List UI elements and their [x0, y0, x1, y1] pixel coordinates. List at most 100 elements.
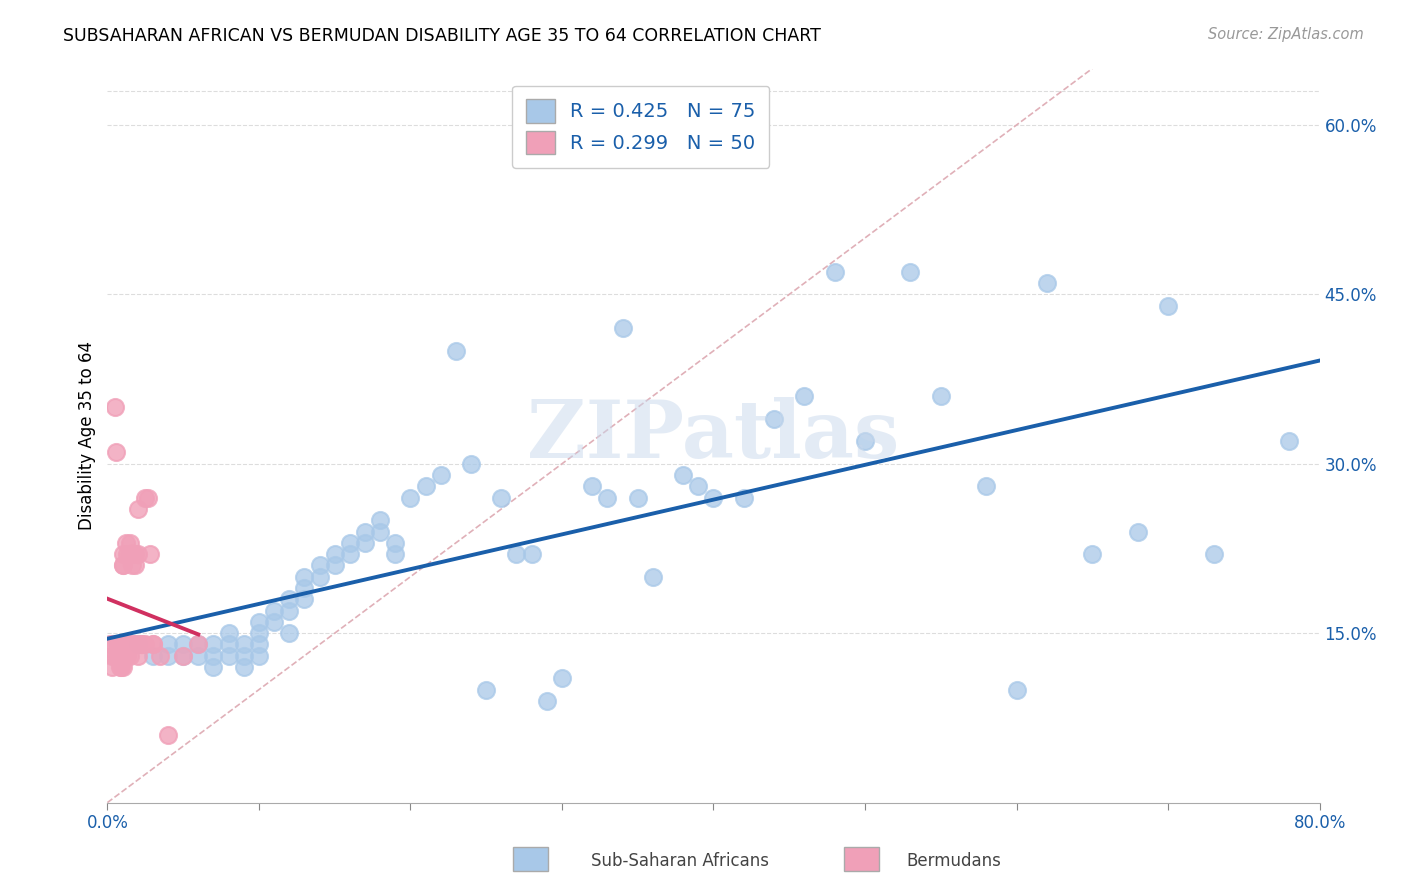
Point — [129, 638, 152, 652]
Point — [900, 265, 922, 279]
Point — [581, 479, 603, 493]
Point — [672, 468, 695, 483]
Point — [139, 547, 162, 561]
Point — [354, 524, 377, 539]
Point — [520, 547, 543, 561]
Point — [278, 626, 301, 640]
Point — [122, 638, 145, 652]
Point — [111, 558, 134, 573]
Point — [263, 604, 285, 618]
Text: ZIPatlas: ZIPatlas — [527, 397, 900, 475]
Point — [122, 547, 145, 561]
Point — [127, 648, 149, 663]
Point — [107, 638, 129, 652]
Point — [247, 615, 270, 629]
Point — [612, 321, 634, 335]
Point — [134, 491, 156, 505]
Point — [247, 648, 270, 663]
Point — [100, 638, 122, 652]
Point — [688, 479, 710, 493]
Point — [323, 547, 346, 561]
Point — [136, 491, 159, 505]
Point — [308, 570, 330, 584]
Point — [232, 648, 254, 663]
Point — [108, 660, 131, 674]
Point — [339, 547, 361, 561]
Point — [793, 389, 815, 403]
Point — [111, 547, 134, 561]
Point — [110, 638, 132, 652]
Point — [172, 648, 194, 663]
Point — [172, 648, 194, 663]
Point — [1278, 434, 1301, 449]
Point — [110, 660, 132, 674]
Point — [121, 547, 143, 561]
Point — [202, 648, 225, 663]
Point — [101, 648, 124, 663]
Point — [763, 411, 786, 425]
Point — [384, 536, 406, 550]
Point — [232, 638, 254, 652]
Point — [247, 638, 270, 652]
Point — [187, 648, 209, 663]
Point — [105, 445, 128, 459]
Point — [1005, 682, 1028, 697]
Point — [384, 547, 406, 561]
Point — [627, 491, 650, 505]
Point — [120, 536, 142, 550]
Point — [368, 513, 391, 527]
Point — [121, 558, 143, 573]
Point — [127, 547, 149, 561]
Point — [218, 648, 240, 663]
Point — [278, 604, 301, 618]
Point — [127, 638, 149, 652]
Point — [1081, 547, 1104, 561]
Point — [308, 558, 330, 573]
Point — [172, 638, 194, 652]
Point — [187, 638, 209, 652]
Point — [702, 491, 724, 505]
Point — [415, 479, 437, 493]
Point — [292, 570, 315, 584]
Point — [187, 638, 209, 652]
Point — [505, 547, 527, 561]
Point — [368, 524, 391, 539]
Point — [111, 660, 134, 674]
Point — [641, 570, 664, 584]
Text: Source: ZipAtlas.com: Source: ZipAtlas.com — [1208, 27, 1364, 42]
Point — [120, 648, 142, 663]
Point — [475, 682, 498, 697]
Point — [218, 638, 240, 652]
Point — [149, 648, 172, 663]
Point — [124, 558, 146, 573]
Point — [974, 479, 997, 493]
Point — [142, 648, 165, 663]
Point — [551, 672, 574, 686]
Point — [111, 638, 134, 652]
Point — [202, 638, 225, 652]
Point — [339, 536, 361, 550]
Point — [104, 648, 127, 663]
Point — [824, 265, 846, 279]
Point — [108, 648, 131, 663]
Legend: R = 0.425   N = 75, R = 0.299   N = 50: R = 0.425 N = 75, R = 0.299 N = 50 — [512, 86, 769, 168]
Point — [354, 536, 377, 550]
Point — [131, 638, 153, 652]
Point — [218, 626, 240, 640]
Point — [142, 638, 165, 652]
Point — [134, 638, 156, 652]
Point — [1157, 299, 1180, 313]
Text: Bermudans: Bermudans — [907, 852, 1001, 870]
Point — [292, 581, 315, 595]
Y-axis label: Disability Age 35 to 64: Disability Age 35 to 64 — [79, 341, 96, 530]
Point — [107, 648, 129, 663]
Point — [117, 638, 139, 652]
Point — [156, 638, 179, 652]
Point — [263, 615, 285, 629]
Point — [114, 648, 136, 663]
Text: Sub-Saharan Africans: Sub-Saharan Africans — [591, 852, 769, 870]
Point — [103, 638, 125, 652]
Point — [491, 491, 513, 505]
Point — [596, 491, 619, 505]
Text: SUBSAHARAN AFRICAN VS BERMUDAN DISABILITY AGE 35 TO 64 CORRELATION CHART: SUBSAHARAN AFRICAN VS BERMUDAN DISABILIT… — [63, 27, 821, 45]
